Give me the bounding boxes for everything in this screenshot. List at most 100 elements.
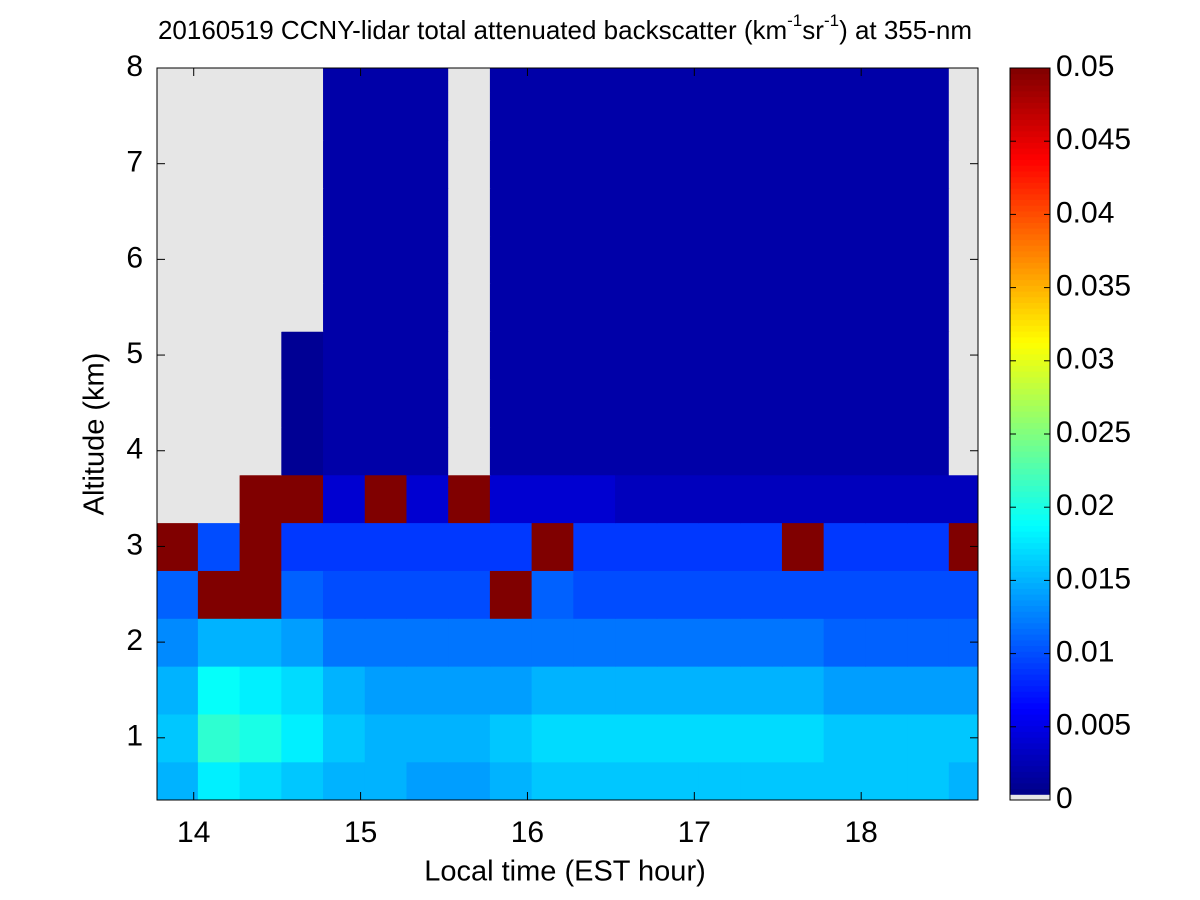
colorbar-swatch bbox=[1010, 525, 1050, 532]
heatmap-cell bbox=[907, 761, 950, 800]
colorbar-swatch bbox=[1010, 85, 1050, 92]
heatmap-cell bbox=[573, 235, 616, 284]
heatmap-cell bbox=[615, 91, 658, 141]
heatmap-cell bbox=[157, 378, 199, 428]
heatmap-cell bbox=[740, 666, 783, 715]
heatmap-cell bbox=[573, 378, 616, 428]
heatmap-cell bbox=[448, 139, 491, 189]
heatmap-cell bbox=[823, 378, 866, 428]
colorbar-swatch bbox=[1010, 456, 1050, 464]
heatmap-cell bbox=[531, 187, 574, 237]
colorbar-swatch bbox=[1010, 182, 1050, 189]
heatmap-cell bbox=[615, 713, 658, 763]
heatmap-cell bbox=[157, 68, 199, 93]
heatmap-cell bbox=[656, 713, 700, 763]
colorbar-swatch bbox=[1010, 485, 1050, 492]
colorbar-swatch bbox=[1010, 371, 1050, 378]
y-tick-label: 5 bbox=[126, 337, 143, 370]
y-axis-label: Altitude (km) bbox=[79, 353, 111, 516]
heatmap-cell bbox=[323, 618, 366, 667]
heatmap-cell bbox=[239, 139, 282, 189]
heatmap-cell bbox=[615, 570, 658, 619]
heatmap-cell bbox=[615, 235, 658, 284]
colorbar-tick-label: 0.02 bbox=[1056, 489, 1114, 522]
heatmap-cell bbox=[281, 426, 324, 476]
colorbar-swatch bbox=[1010, 548, 1050, 555]
colorbar-swatch bbox=[1010, 336, 1050, 343]
heatmap-cell bbox=[531, 283, 574, 332]
heatmap-cell bbox=[281, 761, 324, 800]
heatmap-cell bbox=[448, 187, 491, 237]
heatmap-cell bbox=[323, 139, 366, 189]
heatmap-cell bbox=[573, 761, 616, 800]
colorbar-swatch bbox=[1010, 594, 1050, 601]
heatmap-cell bbox=[489, 68, 533, 93]
heatmap-cell bbox=[698, 331, 741, 380]
colorbar-swatch bbox=[1010, 245, 1050, 252]
heatmap-cell bbox=[823, 91, 866, 141]
heatmap-cell bbox=[573, 91, 616, 141]
heatmap-cell bbox=[740, 235, 783, 284]
colorbar-swatch bbox=[1010, 605, 1050, 612]
colorbar-swatch bbox=[1010, 331, 1050, 338]
colorbar-swatch bbox=[1010, 462, 1050, 469]
colorbar-swatch bbox=[1010, 405, 1050, 412]
heatmap-cell bbox=[239, 761, 282, 800]
heatmap-cell bbox=[573, 474, 616, 524]
heatmap-cell bbox=[448, 570, 491, 619]
heatmap-cell bbox=[531, 331, 574, 380]
heatmap-cell bbox=[823, 522, 866, 571]
heatmap-cell bbox=[865, 235, 908, 284]
heatmap-cell bbox=[364, 378, 408, 428]
heatmap-cell bbox=[364, 761, 408, 800]
heatmap-cell bbox=[573, 713, 616, 763]
heatmap-cell bbox=[239, 713, 282, 763]
heatmap-cell bbox=[698, 187, 741, 237]
heatmap-cell bbox=[489, 761, 533, 800]
colorbar-swatch bbox=[1010, 148, 1050, 155]
heatmap-cell bbox=[698, 91, 741, 141]
colorbar-swatch bbox=[1010, 291, 1050, 298]
colorbar-swatch bbox=[1010, 691, 1050, 698]
heatmap-cell bbox=[197, 522, 241, 571]
heatmap-cell bbox=[364, 713, 408, 763]
heatmap-cell bbox=[448, 91, 491, 141]
colorbar-swatch bbox=[1010, 228, 1050, 235]
heatmap-cell bbox=[615, 761, 658, 800]
heatmap-cell bbox=[573, 426, 616, 476]
heatmap-cell bbox=[948, 474, 978, 524]
heatmap-cell bbox=[323, 187, 366, 237]
heatmap-cell bbox=[364, 68, 408, 93]
heatmap-cell bbox=[531, 666, 574, 715]
heatmap-cell bbox=[907, 235, 950, 284]
heatmap-cell bbox=[573, 570, 616, 619]
heatmap-cell bbox=[573, 331, 616, 380]
heatmap-cell bbox=[781, 713, 825, 763]
title-part: sr bbox=[802, 15, 824, 45]
heatmap-cell bbox=[323, 666, 366, 715]
heatmap-cell bbox=[740, 331, 783, 380]
heatmap-cell bbox=[781, 235, 825, 284]
colorbar-swatch bbox=[1010, 268, 1050, 275]
x-tick-label: 18 bbox=[845, 816, 878, 849]
heatmap-cell bbox=[948, 331, 978, 380]
heatmap-cell bbox=[781, 378, 825, 428]
heatmap-cell bbox=[323, 68, 366, 93]
heatmap-cell bbox=[364, 426, 408, 476]
heatmap-cell bbox=[656, 378, 700, 428]
colorbar-swatch bbox=[1010, 102, 1050, 109]
heatmap-cell bbox=[698, 713, 741, 763]
heatmap-cell bbox=[698, 235, 741, 284]
colorbar-swatch bbox=[1010, 90, 1050, 98]
heatmap-cell bbox=[656, 666, 700, 715]
colorbar-swatch bbox=[1010, 108, 1050, 115]
heatmap-cell bbox=[740, 426, 783, 476]
heatmap-cell bbox=[615, 283, 658, 332]
heatmap-cell bbox=[656, 761, 700, 800]
heatmap-cell bbox=[239, 378, 282, 428]
heatmap-cell bbox=[823, 713, 866, 763]
heatmap-cell bbox=[781, 570, 825, 619]
heatmap-cell bbox=[823, 426, 866, 476]
colorbar-swatch bbox=[1010, 159, 1050, 166]
heatmap-cell bbox=[448, 378, 491, 428]
